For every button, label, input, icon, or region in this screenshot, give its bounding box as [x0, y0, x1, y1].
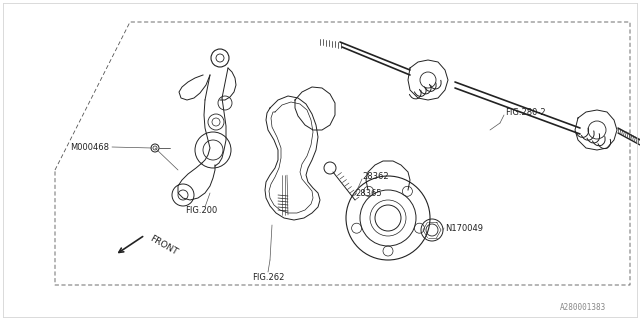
- Text: 28365: 28365: [355, 188, 381, 197]
- Text: 28362: 28362: [362, 172, 388, 180]
- Text: FIG.262: FIG.262: [252, 274, 284, 283]
- Text: FRONT: FRONT: [148, 234, 179, 257]
- Text: M000468: M000468: [70, 142, 109, 151]
- Text: FIG.200: FIG.200: [185, 205, 217, 214]
- Text: A280001383: A280001383: [560, 303, 606, 313]
- Text: FIG.280-2: FIG.280-2: [505, 108, 546, 116]
- Text: N170049: N170049: [445, 223, 483, 233]
